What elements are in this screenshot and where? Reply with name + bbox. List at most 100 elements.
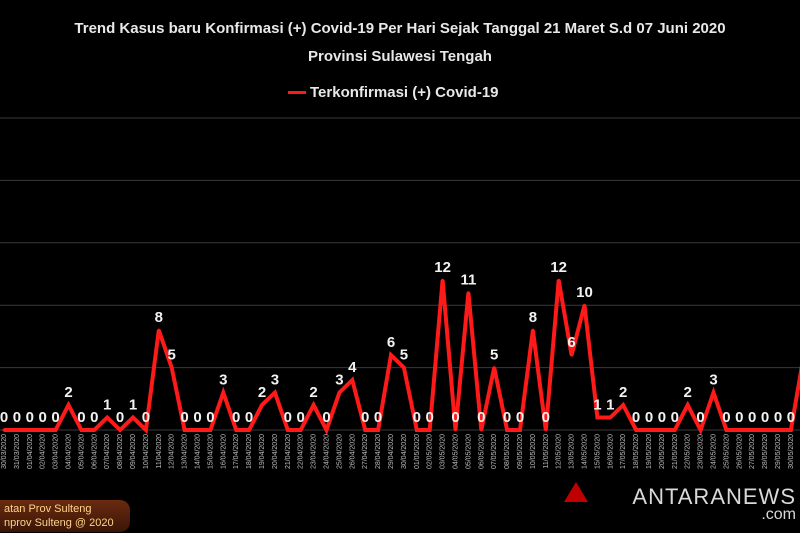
data-point: [595, 416, 599, 420]
data-label: 0: [503, 409, 511, 426]
data-point: [312, 403, 316, 407]
x-tick-label: 14/04/2020: [195, 434, 202, 469]
data-point: [505, 428, 509, 432]
data-point: [763, 428, 767, 432]
data-label: 0: [645, 409, 653, 426]
x-tick-label: 26/05/2020: [736, 434, 743, 469]
x-tick-label: 31/03/2020: [14, 434, 21, 469]
data-point: [402, 366, 406, 370]
data-label: 5: [400, 347, 408, 364]
x-tick-label: 01/05/2020: [414, 434, 421, 469]
data-point: [247, 428, 251, 432]
x-tick-label: 15/05/2020: [594, 434, 601, 469]
legend-label: Terkonfirmasi (+) Covid-19: [310, 84, 499, 101]
data-label: 0: [13, 409, 21, 426]
x-tick-label: 09/04/2020: [130, 434, 137, 469]
data-point: [286, 428, 290, 432]
x-tick-label: 20/04/2020: [272, 434, 279, 469]
x-tick-label: 16/05/2020: [607, 434, 614, 469]
data-point: [79, 428, 83, 432]
x-tick-label: 17/04/2020: [233, 434, 240, 469]
data-label: 0: [761, 409, 769, 426]
x-tick-label: 19/05/2020: [646, 434, 653, 469]
data-label: 0: [632, 409, 640, 426]
data-label: 0: [297, 409, 305, 426]
data-point: [144, 428, 148, 432]
data-point: [2, 428, 6, 432]
data-label: 0: [658, 409, 666, 426]
data-label: 0: [180, 409, 188, 426]
x-tick-label: 03/04/2020: [53, 434, 60, 469]
data-point: [712, 391, 715, 395]
data-label: 0: [542, 409, 550, 426]
data-point: [647, 428, 651, 432]
x-tick-label: 25/04/2020: [336, 434, 343, 469]
data-point: [170, 366, 174, 370]
x-tick-label: 03/05/2020: [440, 434, 447, 469]
data-point: [454, 428, 457, 432]
x-tick-label: 10/04/2020: [143, 434, 150, 469]
data-label: 1: [593, 397, 601, 414]
data-point: [234, 428, 238, 432]
data-label: 12: [434, 259, 451, 276]
data-label: 0: [26, 409, 34, 426]
x-tick-label: 18/05/2020: [633, 434, 640, 469]
x-tick-label: 21/05/2020: [672, 434, 679, 469]
data-label: 8: [529, 309, 537, 326]
data-point: [196, 428, 199, 432]
legend-swatch: [288, 91, 306, 94]
x-tick-label: 10/05/2020: [530, 434, 537, 469]
data-label: 12: [550, 259, 567, 276]
data-label: 0: [116, 409, 124, 426]
data-label: 8: [155, 309, 163, 326]
x-tick-label: 04/04/2020: [66, 434, 73, 469]
data-point: [737, 428, 741, 432]
data-label: 0: [322, 409, 330, 426]
data-label: 0: [671, 409, 679, 426]
x-tick-label: 21/04/2020: [285, 434, 292, 469]
x-tick-label: 08/04/2020: [117, 434, 124, 469]
x-tick-label: 06/04/2020: [91, 434, 98, 469]
x-tick-label: 20/05/2020: [659, 434, 666, 469]
x-tick-label: 13/05/2020: [569, 434, 576, 469]
data-point: [492, 366, 496, 370]
data-label: 1: [103, 397, 111, 414]
data-label: 0: [516, 409, 524, 426]
data-label: 0: [748, 409, 756, 426]
data-label: 0: [787, 409, 795, 426]
data-label: 0: [696, 409, 704, 426]
data-point: [54, 428, 58, 432]
data-label: 0: [39, 409, 47, 426]
data-label: 0: [90, 409, 98, 426]
x-tick-label: 05/05/2020: [465, 434, 472, 469]
x-tick-label: 17/05/2020: [620, 434, 627, 469]
data-point: [544, 428, 548, 432]
data-label: 0: [245, 409, 253, 426]
x-tick-label: 08/05/2020: [504, 434, 511, 469]
data-point: [118, 428, 122, 432]
data-point: [660, 428, 664, 432]
data-label: 0: [284, 409, 292, 426]
x-tick-label: 11/04/2020: [156, 434, 163, 469]
data-label: 5: [490, 347, 498, 364]
x-tick-label: 04/05/2020: [453, 434, 460, 469]
data-point: [750, 428, 754, 432]
x-tick-label: 18/04/2020: [246, 434, 253, 469]
data-point: [92, 428, 96, 432]
data-label: 0: [0, 409, 8, 426]
data-point: [621, 403, 625, 407]
data-label: 2: [619, 384, 627, 401]
x-tick-label: 30/03/2020: [1, 434, 8, 469]
data-label: 11: [460, 272, 476, 289]
data-point: [686, 403, 690, 407]
x-tick-label: 28/05/2020: [762, 434, 769, 469]
data-label: 0: [206, 409, 214, 426]
data-label: 0: [77, 409, 85, 426]
data-point: [260, 403, 264, 407]
data-point: [557, 278, 561, 282]
data-label: 0: [426, 409, 434, 426]
data-point: [363, 428, 367, 432]
data-label: 2: [684, 384, 692, 401]
data-point: [699, 428, 703, 432]
x-tick-label: 27/04/2020: [362, 434, 369, 469]
